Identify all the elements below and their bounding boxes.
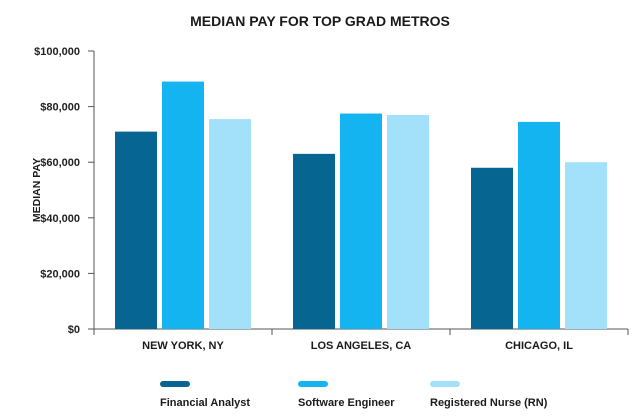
- plot-area: $0 $20,000 $40,000 $60,000 $80,000 $100,000 NE…: [34, 46, 629, 352]
- legend-label: Financial Analyst: [160, 397, 250, 409]
- x-category-label: NEW YORK, NY: [142, 340, 224, 352]
- legend-swatch: [430, 381, 460, 387]
- x-category-label: CHICAGO, IL: [505, 340, 573, 352]
- bar-software-engineer: [340, 113, 382, 329]
- bar-software-engineer: [162, 81, 204, 329]
- y-tick-label: $40,000: [40, 213, 80, 225]
- x-category-label: LOS ANGELES, CA: [311, 340, 411, 352]
- y-axis-label: MEDIAN PAY: [31, 158, 43, 222]
- y-tick-label: $0: [68, 324, 80, 336]
- bar-registered-nurse-rn: [565, 162, 607, 329]
- legend: Financial Analyst Software Engineer Regist…: [160, 381, 548, 409]
- y-tick-label: $100,000: [34, 46, 80, 58]
- bar-financial-analyst: [115, 131, 157, 329]
- bar-financial-analyst: [471, 167, 513, 329]
- bar-financial-analyst: [293, 153, 335, 329]
- legend-label: Software Engineer: [298, 397, 395, 409]
- bar-registered-nurse-rn: [209, 119, 251, 329]
- bar-registered-nurse-rn: [387, 114, 429, 329]
- y-tick-label: $60,000: [40, 157, 80, 169]
- bar-software-engineer: [518, 121, 560, 329]
- legend-swatch: [160, 381, 190, 387]
- y-tick-label: $20,000: [40, 268, 80, 280]
- legend-swatch: [298, 381, 328, 387]
- chart-title: MEDIAN PAY FOR TOP GRAD METROS: [190, 13, 450, 29]
- legend-label: Registered Nurse (RN): [430, 397, 548, 409]
- y-tick-label: $80,000: [40, 102, 80, 114]
